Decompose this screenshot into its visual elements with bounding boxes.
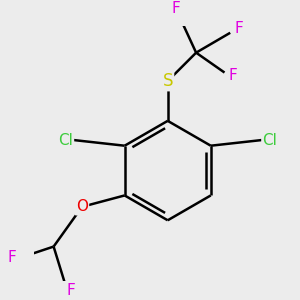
Text: F: F — [172, 1, 181, 16]
Text: F: F — [66, 283, 75, 298]
Text: Cl: Cl — [58, 133, 73, 148]
Text: O: O — [76, 199, 88, 214]
Text: F: F — [229, 68, 237, 83]
Text: F: F — [234, 21, 243, 36]
Text: S: S — [163, 72, 173, 90]
Text: Cl: Cl — [262, 133, 277, 148]
Text: F: F — [7, 250, 16, 266]
